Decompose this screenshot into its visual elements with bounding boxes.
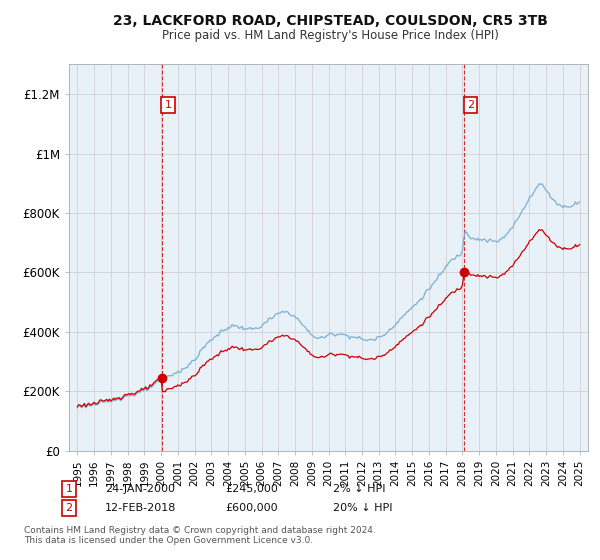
- Text: 2: 2: [467, 100, 474, 110]
- Text: £600,000: £600,000: [225, 503, 278, 513]
- Text: £245,000: £245,000: [225, 484, 278, 494]
- Text: Price paid vs. HM Land Registry's House Price Index (HPI): Price paid vs. HM Land Registry's House …: [161, 29, 499, 42]
- Text: 2: 2: [65, 503, 73, 513]
- Text: This data is licensed under the Open Government Licence v3.0.: This data is licensed under the Open Gov…: [24, 536, 313, 545]
- Text: 23, LACKFORD ROAD, CHIPSTEAD, COULSDON, CR5 3TB: 23, LACKFORD ROAD, CHIPSTEAD, COULSDON, …: [113, 14, 547, 28]
- Text: Contains HM Land Registry data © Crown copyright and database right 2024.: Contains HM Land Registry data © Crown c…: [24, 526, 376, 535]
- Text: 2% ↓ HPI: 2% ↓ HPI: [333, 484, 386, 494]
- Text: 1: 1: [65, 484, 73, 494]
- Text: 24-JAN-2000: 24-JAN-2000: [105, 484, 175, 494]
- Text: 1: 1: [165, 100, 172, 110]
- Text: 20% ↓ HPI: 20% ↓ HPI: [333, 503, 392, 513]
- Text: 12-FEB-2018: 12-FEB-2018: [105, 503, 176, 513]
